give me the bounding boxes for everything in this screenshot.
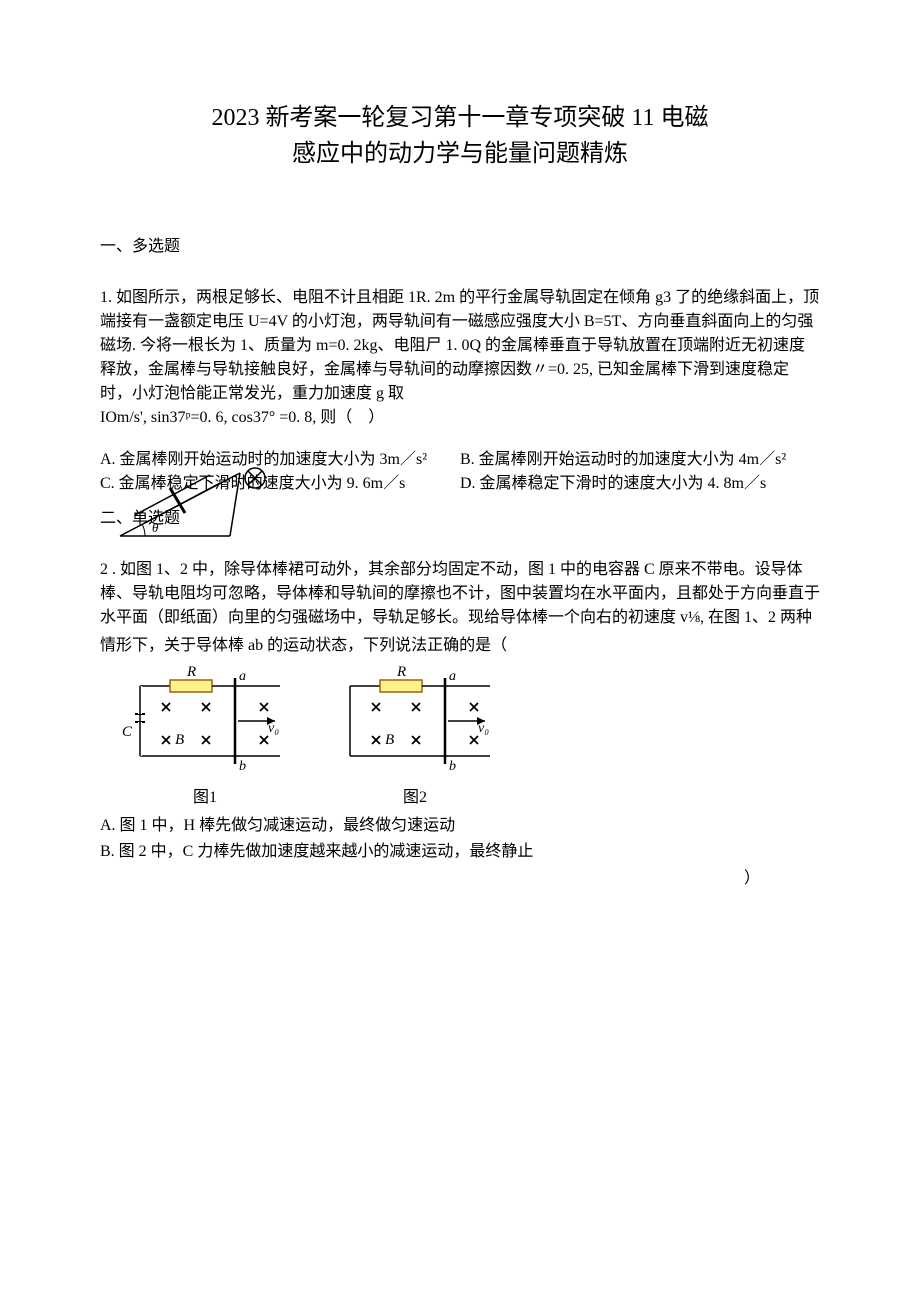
fig2-a-label: a xyxy=(449,669,456,684)
fig1-v0-label: v₀ xyxy=(268,721,279,736)
section-2-header: 二、单选题 xyxy=(100,504,820,528)
fig1-C-label: C xyxy=(122,724,133,740)
fig1-b-label: b xyxy=(239,759,246,774)
q2-answer-a: A. 图 1 中，H 棒先做匀减速运动，最终做匀速运动 xyxy=(100,813,820,839)
option-d: D. 金属棒稳定下滑时的速度大小为 4. 8m／s xyxy=(460,472,820,496)
q2-answer-b: B. 图 2 中，C 力棒先做加速度越来越小的减速运动，最终静止 xyxy=(100,839,820,865)
q1-last-line: IOm/s', sin37ᵖ=0. 6, cos37° =0. 8, 则（ ） xyxy=(100,409,384,426)
figure-2-caption: 图2 xyxy=(330,783,500,807)
figure-1-block: R a b v₀ B C 图1 xyxy=(120,666,290,807)
figure-1-svg: R a b v₀ B C xyxy=(120,666,290,776)
option-a: A. 金属棒刚开始运动时的加速度大小为 3m／s² xyxy=(100,448,460,472)
closing-paren: ） xyxy=(100,864,820,888)
figures-row: R a b v₀ B C 图1 R xyxy=(120,666,820,807)
fig2-b-label: b xyxy=(449,759,456,774)
question-2-text: 2 . 如图 1、2 中，除导体棒裙可动外，其余部分均固定不动，图 1 中的电容… xyxy=(100,558,820,630)
option-b: B. 金属棒刚开始运动时的加速度大小为 4m／s² xyxy=(460,448,820,472)
fig1-B-label: B xyxy=(175,732,184,748)
title-line-2: 感应中的动力学与能量问题精炼 xyxy=(292,141,628,167)
title-line-1: 2023 新考案一轮复习第十一章专项突破 11 电磁 xyxy=(211,105,708,131)
document-title: 2023 新考案一轮复习第十一章专项突破 11 电磁 感应中的动力学与能量问题精… xyxy=(100,100,820,172)
section-1-header: 一、多选题 xyxy=(100,232,820,256)
figure-2-block: R a b v₀ B 图2 xyxy=(330,666,500,807)
q2-text-1: 2 . 如图 1、2 中，除导体棒裙可动外，其余部分均固定不动，图 1 中的电容… xyxy=(100,561,820,626)
fig1-a-label: a xyxy=(239,669,246,684)
fig2-B-label: B xyxy=(385,732,394,748)
question-1-options: A. 金属棒刚开始运动时的加速度大小为 3m／s² θ B. 金属棒刚开始运动时… xyxy=(100,448,820,496)
option-c: C. 金属棒稳定下滑时的速度大小为 9. 6m／s xyxy=(100,472,460,496)
question-1-text: 1. 如图所示，两根足够长、电阻不计且相距 1R. 2m 的平行金属导轨固定在倾… xyxy=(100,286,820,430)
fig1-R-label: R xyxy=(186,666,196,680)
fig2-v0-label: v₀ xyxy=(478,721,489,736)
fig2-R-label: R xyxy=(396,666,406,680)
question-2-text-2: 情形下，关于导体棒 ab 的运动状态，下列说法正确的是（ xyxy=(100,634,820,658)
figure-2-svg: R a b v₀ B xyxy=(330,666,500,776)
figure-1-caption: 图1 xyxy=(120,783,290,807)
q1-main-text: 1. 如图所示，两根足够长、电阻不计且相距 1R. 2m 的平行金属导轨固定在倾… xyxy=(100,289,819,402)
